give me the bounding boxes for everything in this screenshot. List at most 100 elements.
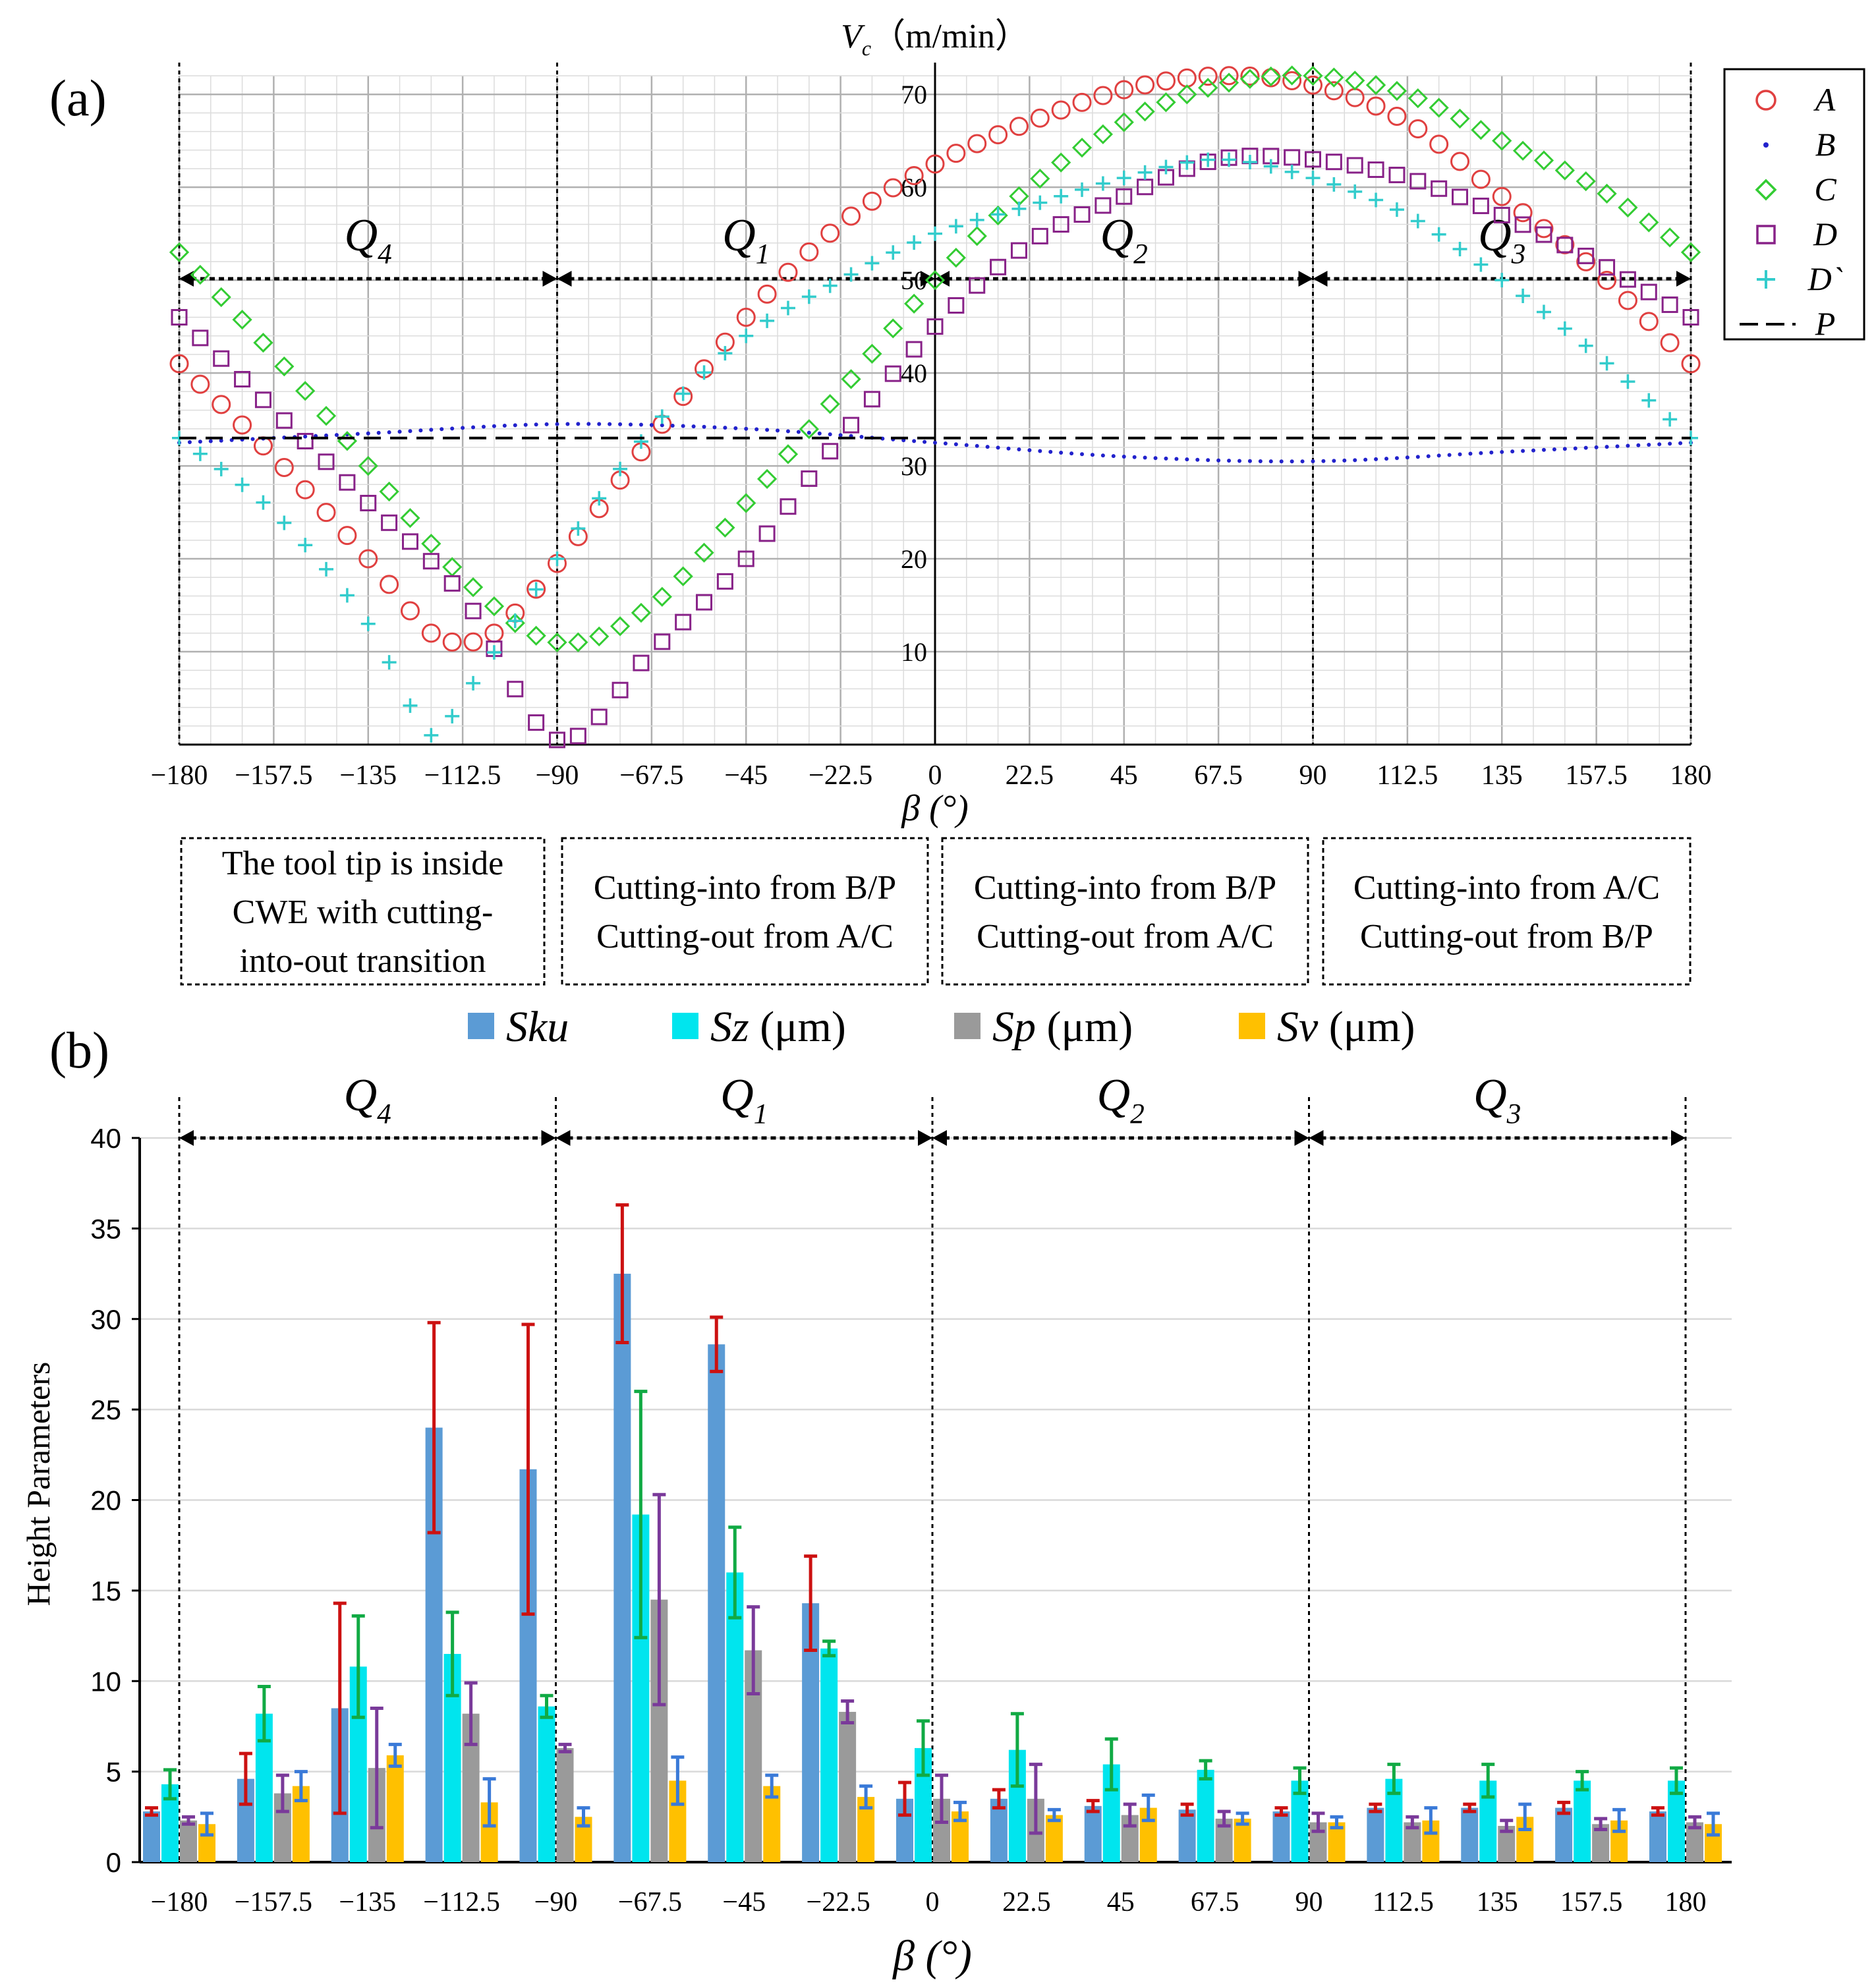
data-point-C: [442, 557, 463, 577]
series-A: [169, 66, 1701, 652]
data-point-B: [618, 422, 623, 426]
data-point-Dprime: [1054, 188, 1069, 204]
data-point-D: [1305, 151, 1321, 168]
data-point-C: [1282, 65, 1302, 86]
data-point-B: [765, 428, 770, 432]
data-point-B: [785, 429, 790, 434]
data-point-D: [1409, 173, 1427, 190]
quadrant-arrow-head-b: [1309, 1130, 1324, 1146]
quadrant-arrow-head-b: [1671, 1130, 1686, 1146]
data-point-Dprime: [865, 256, 880, 271]
data-point-B: [807, 430, 811, 435]
data-point-C: [862, 343, 882, 364]
data-point-D: [905, 341, 923, 358]
data-point-B: [1583, 445, 1588, 450]
data-point-B: [1111, 454, 1116, 459]
data-point-D: [654, 633, 671, 650]
data-point-C: [924, 270, 946, 291]
data-point-C: [1345, 71, 1365, 91]
data-point-D: [318, 453, 335, 470]
data-point-D: [465, 602, 482, 619]
data-point-D: [254, 391, 271, 409]
data-point-D: [926, 318, 944, 335]
data-point-C: [1386, 80, 1407, 101]
y-tick-label-b: 30: [90, 1304, 121, 1335]
data-point-Dprime: [298, 538, 313, 553]
data-point-Dprime: [1578, 338, 1593, 353]
data-point-D: [1325, 154, 1342, 171]
data-point-Dprime: [1075, 182, 1090, 197]
x-axis-label-b: β (°): [892, 1932, 972, 1980]
data-point-B: [733, 426, 738, 430]
data-point-B: [418, 428, 423, 433]
data-point-B: [1164, 456, 1168, 461]
data-point-Dprime: [990, 207, 1006, 222]
data-point-B: [1647, 442, 1651, 447]
data-point-Dprime: [886, 245, 901, 260]
data-point-B: [702, 424, 706, 429]
data-point-Dprime: [718, 346, 733, 361]
data-point-C: [631, 602, 652, 623]
data-point-Dprime: [571, 521, 586, 536]
data-point-B: [355, 432, 360, 436]
data-point-A: [1009, 117, 1029, 136]
bar-series-Sp: [180, 1492, 1703, 1862]
data-point-D: [801, 470, 818, 487]
data-point-B: [1447, 453, 1452, 457]
quadrant-arrow-head-b: [179, 1130, 194, 1146]
data-point-A: [883, 178, 903, 198]
quadrant-arrow-head: [542, 271, 557, 287]
data-point-C: [799, 419, 819, 440]
data-point-A: [1072, 92, 1092, 112]
data-point-B: [1415, 455, 1420, 459]
data-point-B: [1541, 447, 1546, 452]
data-point-D: [1116, 188, 1133, 205]
data-point-B: [1279, 459, 1284, 464]
y-tick-label-a: 30: [901, 451, 927, 481]
data-point-C: [1303, 65, 1323, 86]
data-point-D: [675, 613, 692, 631]
data-point-D: [275, 412, 293, 429]
data-point-B: [440, 427, 444, 432]
series-B: [177, 422, 1693, 464]
data-point-C: [484, 596, 505, 617]
quadrant-arrow-head-b: [541, 1130, 556, 1146]
data-point-D: [213, 350, 230, 367]
data-point-B: [324, 433, 329, 438]
data-point-C: [1114, 112, 1134, 132]
bar-Sv: [1234, 1819, 1251, 1862]
legend-label-Sv: Sv (μm): [1277, 1003, 1415, 1051]
data-point-C: [1177, 84, 1197, 105]
data-point-B: [660, 423, 664, 428]
data-point-C: [232, 310, 252, 330]
data-point-B: [1185, 457, 1189, 462]
data-point-A: [1093, 86, 1113, 105]
data-point-B: [544, 422, 549, 426]
y-tick-label-b: 35: [90, 1213, 121, 1244]
legend-label-D: D: [1813, 215, 1837, 252]
data-point-Dprime: [675, 386, 691, 401]
data-point-A: [380, 575, 399, 594]
data-point-B: [334, 433, 339, 438]
data-point-D: [171, 309, 188, 326]
data-point-B: [1405, 455, 1409, 460]
data-point-C: [1471, 120, 1491, 140]
data-point-B: [187, 440, 192, 445]
bar-Sp: [180, 1820, 197, 1862]
data-point-C: [1576, 171, 1596, 192]
data-point-D: [1493, 206, 1510, 223]
data-point-C: [1492, 130, 1512, 151]
bar-Sku: [1178, 1809, 1196, 1862]
data-point-B: [1394, 456, 1399, 461]
bar-Sv: [763, 1786, 781, 1862]
data-point-B: [670, 423, 675, 428]
data-point-B: [912, 439, 917, 443]
bar-Sku: [1084, 1805, 1102, 1862]
data-point-B: [1195, 457, 1200, 462]
data-point-B: [523, 422, 528, 427]
data-point-B: [1174, 457, 1179, 461]
data-point-D: [507, 681, 524, 698]
legend-b: Sku Sz (μm) Sp (μm) Sv (μm): [468, 1003, 1415, 1051]
data-point-D: [884, 365, 901, 382]
data-point-B: [502, 424, 507, 428]
